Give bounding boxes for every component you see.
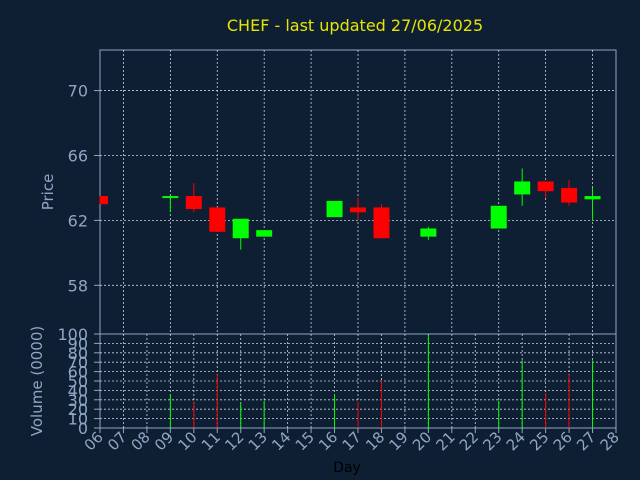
volume-ytick-label: 80 xyxy=(68,344,88,363)
candle xyxy=(350,197,366,221)
x-tick-label: 19 xyxy=(386,428,412,454)
candle xyxy=(232,218,249,250)
x-tick-label: 23 xyxy=(479,428,505,454)
volume-ytick-label: 20 xyxy=(68,400,88,419)
candle xyxy=(209,207,226,232)
candle xyxy=(584,187,601,221)
volume-ytick-label: 0 xyxy=(78,419,88,438)
candle-body xyxy=(420,228,437,237)
candle-body xyxy=(209,207,226,232)
x-tick-label: 09 xyxy=(151,428,177,454)
candle xyxy=(162,196,179,213)
x-tick-label: 16 xyxy=(315,428,341,454)
x-tick-label: 17 xyxy=(339,428,365,454)
candle xyxy=(185,183,202,213)
x-tick-label: 15 xyxy=(292,428,318,454)
candle-body xyxy=(232,218,249,239)
x-tick-label: 12 xyxy=(221,428,247,454)
x-tick-label: 25 xyxy=(526,428,552,454)
volume-ytick-label: 90 xyxy=(68,334,88,353)
price-ytick-label: 58 xyxy=(68,276,88,295)
candle xyxy=(373,204,390,239)
candle xyxy=(256,230,273,237)
candle-body xyxy=(537,181,554,192)
candle xyxy=(420,226,437,240)
candle-body xyxy=(326,200,343,218)
x-tick-label: 11 xyxy=(198,428,224,454)
x-tick-label: 24 xyxy=(503,428,529,454)
x-tick-label: 18 xyxy=(362,428,388,454)
candle-body xyxy=(100,196,108,205)
candle xyxy=(326,200,343,218)
candle-body xyxy=(185,196,202,210)
candle xyxy=(99,196,108,205)
x-tick-label: 27 xyxy=(573,428,599,454)
x-axis-label: Day xyxy=(333,460,361,476)
price-axis-label: Price xyxy=(39,174,57,211)
x-tick-label: 20 xyxy=(409,428,435,454)
volume-ytick-label: 10 xyxy=(68,410,88,429)
candle-body xyxy=(256,230,273,237)
candle-body xyxy=(373,207,390,239)
candle xyxy=(490,205,507,229)
x-tick-label: 14 xyxy=(268,428,294,454)
candle xyxy=(561,179,578,206)
x-tick-label: 26 xyxy=(550,428,576,454)
volume-panel: 0102030405060708090100060708091011121314… xyxy=(57,325,622,454)
volume-ytick-label: 30 xyxy=(68,391,88,410)
candle-body xyxy=(561,187,578,203)
x-tick-label: 28 xyxy=(597,428,623,454)
candle xyxy=(514,168,531,206)
volume-ytick-label: 100 xyxy=(57,325,88,344)
x-tick-label: 22 xyxy=(456,428,482,454)
volume-axis-label: Volume (0000) xyxy=(28,326,46,436)
price-ytick-label: 70 xyxy=(68,82,88,101)
candle-body xyxy=(350,207,366,213)
volume-ytick-label: 40 xyxy=(68,381,88,400)
volume-ytick-label: 60 xyxy=(68,363,88,382)
x-tick-label: 10 xyxy=(174,428,200,454)
candle-body xyxy=(584,196,601,200)
price-panel: 58 62 66 70 xyxy=(68,49,617,335)
price-ytick-label: 66 xyxy=(68,146,88,165)
volume-ytick-label: 50 xyxy=(68,372,88,391)
x-tick-label: 21 xyxy=(432,428,458,454)
volume-ytick-label: 70 xyxy=(68,353,88,372)
candle-body xyxy=(490,205,507,229)
price-ytick-label: 62 xyxy=(68,211,88,230)
x-tick-label: 08 xyxy=(128,428,154,454)
chart-title: CHEF - last updated 27/06/2025 xyxy=(227,16,483,35)
x-tick-label: 07 xyxy=(104,428,130,454)
x-tick-label: 13 xyxy=(245,428,271,454)
candle-body xyxy=(162,196,179,199)
candle-body xyxy=(514,181,531,195)
candle xyxy=(537,181,554,198)
